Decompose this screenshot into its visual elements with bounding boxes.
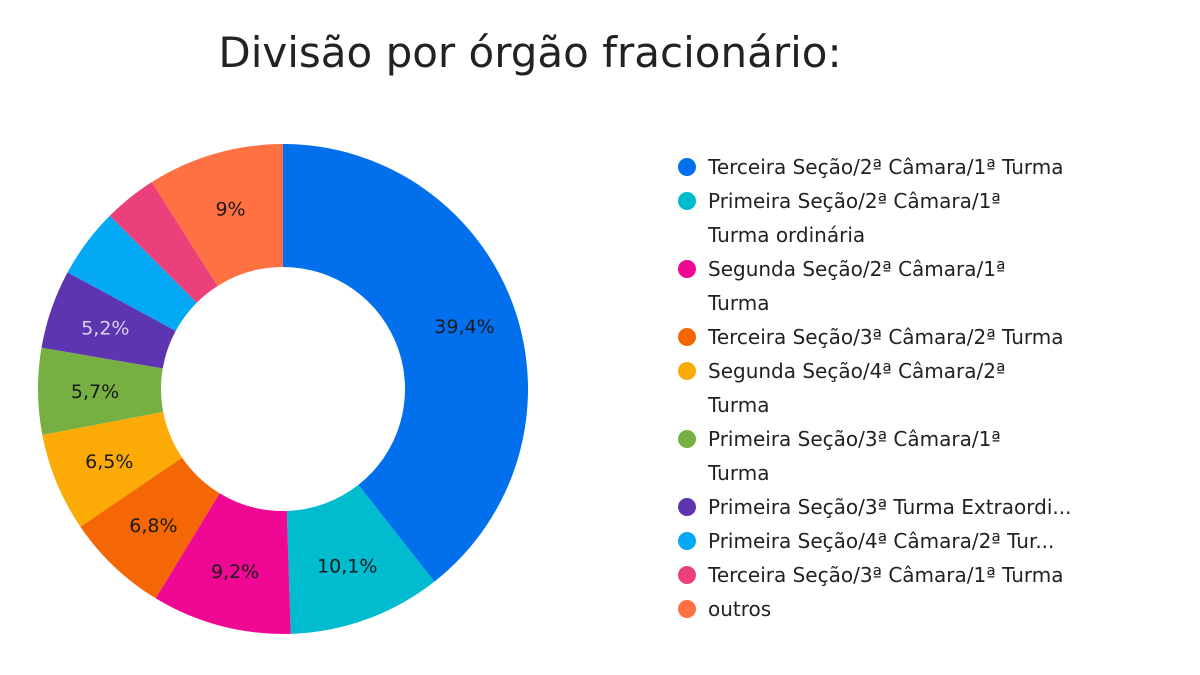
legend-swatch bbox=[678, 498, 696, 516]
legend-label: Terceira Seção/3ª Câmara/1ª Turma bbox=[708, 563, 1064, 587]
pie-slice bbox=[42, 411, 183, 527]
legend-item: outros bbox=[676, 592, 1116, 626]
legend-swatch bbox=[678, 328, 696, 346]
legend-item: Primeira Seção/4ª Câmara/2ª Tur... bbox=[676, 524, 1116, 558]
slice-label: 10,1% bbox=[317, 556, 377, 578]
legend-item: Terceira Seção/3ª Câmara/2ª Turma bbox=[676, 320, 1116, 354]
chart-title: Divisão por órgão fracionário: bbox=[218, 28, 842, 77]
pie-slice bbox=[151, 144, 283, 286]
slice-label: 9% bbox=[215, 198, 245, 220]
legend-swatch bbox=[678, 158, 696, 176]
legend-swatch bbox=[678, 600, 696, 618]
slice-label: 9,2% bbox=[211, 561, 259, 583]
legend-label: Segunda Seção/2ª Câmara/1ª Turma bbox=[708, 257, 1006, 315]
legend-label: Primeira Seção/3ª Câmara/1ª Turma bbox=[708, 427, 1001, 485]
legend-label: Primeira Seção/2ª Câmara/1ª Turma ordiná… bbox=[708, 189, 1001, 247]
legend-label: Terceira Seção/3ª Câmara/2ª Turma bbox=[708, 325, 1064, 349]
pie-slice bbox=[67, 215, 197, 331]
legend-item: Primeira Seção/3ª Câmara/1ª Turma bbox=[676, 422, 1116, 490]
legend-item: Segunda Seção/4ª Câmara/2ª Turma bbox=[676, 354, 1116, 422]
pie-slice bbox=[80, 457, 220, 599]
slice-label: 5,7% bbox=[71, 381, 119, 403]
legend-label: Primeira Seção/4ª Câmara/2ª Tur... bbox=[708, 529, 1055, 553]
legend-swatch bbox=[678, 430, 696, 448]
pie-slice bbox=[37, 347, 164, 435]
legend: Terceira Seção/2ª Câmara/1ª Turma Primeir… bbox=[676, 150, 1116, 626]
slice-label: 6,8% bbox=[129, 515, 177, 537]
pie-slice bbox=[283, 144, 528, 582]
legend-label: Primeira Seção/3ª Turma Extraordi... bbox=[708, 495, 1072, 519]
legend-label: Segunda Seção/4ª Câmara/2ª Turma bbox=[708, 359, 1006, 417]
legend-swatch bbox=[678, 566, 696, 584]
pie-slice bbox=[286, 484, 435, 634]
legend-item: Primeira Seção/3ª Turma Extraordi... bbox=[676, 490, 1116, 524]
slice-label: 6,5% bbox=[85, 451, 133, 473]
pie-slice bbox=[109, 182, 218, 303]
legend-item: Terceira Seção/2ª Câmara/1ª Turma bbox=[676, 150, 1116, 184]
pie-slice bbox=[155, 493, 291, 634]
legend-label: Terceira Seção/2ª Câmara/1ª Turma bbox=[708, 155, 1064, 179]
pie-slice bbox=[41, 272, 176, 369]
slice-label: 5,2% bbox=[81, 318, 129, 340]
slice-label: 39,4% bbox=[434, 316, 494, 338]
legend-item: Segunda Seção/2ª Câmara/1ª Turma bbox=[676, 252, 1116, 320]
legend-label: outros bbox=[708, 597, 772, 621]
legend-swatch bbox=[678, 192, 696, 210]
legend-swatch bbox=[678, 362, 696, 380]
legend-swatch bbox=[678, 260, 696, 278]
legend-swatch bbox=[678, 532, 696, 550]
legend-item: Primeira Seção/2ª Câmara/1ª Turma ordiná… bbox=[676, 184, 1116, 252]
legend-item: Terceira Seção/3ª Câmara/1ª Turma bbox=[676, 558, 1116, 592]
